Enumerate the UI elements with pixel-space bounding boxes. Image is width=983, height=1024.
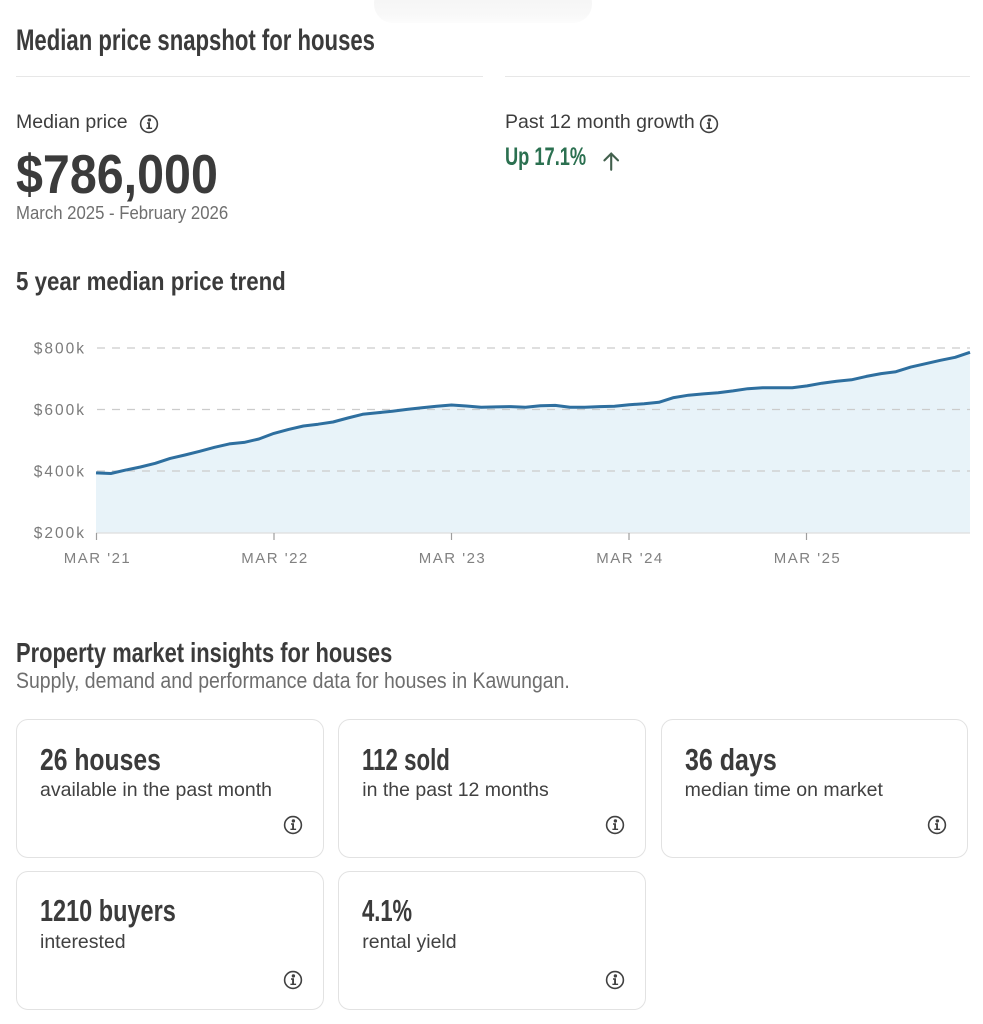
svg-text:$800k: $800k — [34, 341, 86, 358]
svg-text:$400k: $400k — [34, 464, 86, 481]
svg-text:MAR '22: MAR '22 — [241, 550, 309, 567]
svg-text:$200k: $200k — [34, 525, 86, 542]
svg-text:MAR '23: MAR '23 — [419, 550, 487, 567]
svg-text:$600k: $600k — [34, 402, 86, 419]
svg-text:MAR '21: MAR '21 — [64, 550, 132, 567]
svg-text:MAR '24: MAR '24 — [596, 550, 664, 567]
svg-text:MAR '25: MAR '25 — [774, 550, 842, 567]
